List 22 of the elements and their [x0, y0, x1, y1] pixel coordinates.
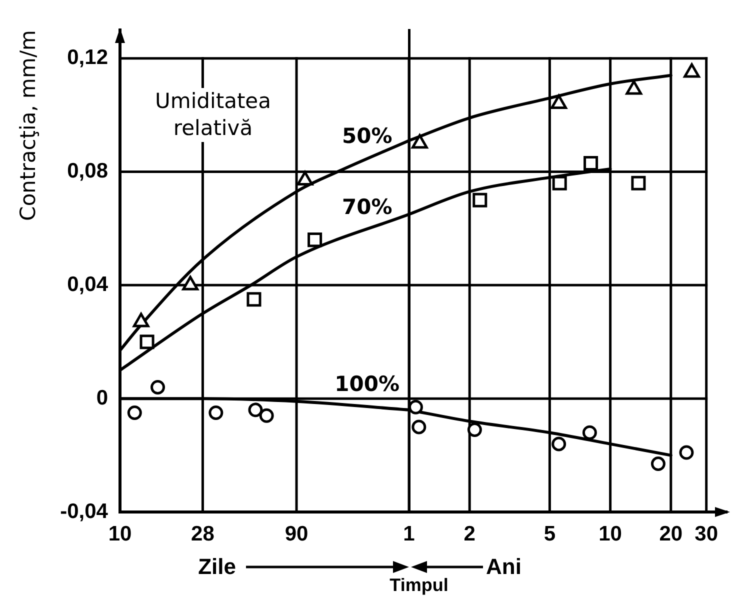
x-tick-label: 90: [284, 522, 308, 546]
series-label: 50%: [342, 124, 392, 148]
series-label: 100%: [334, 372, 400, 396]
y-axis-title: Contracţia, mm/m: [16, 30, 40, 221]
x-tick-label: 5: [544, 522, 556, 546]
x-tick-label: 10: [598, 522, 622, 546]
annotation: Umiditatea relativă: [153, 88, 273, 142]
y-tick-label: 0,04: [67, 272, 108, 296]
y-tick-label: 0,08: [67, 160, 108, 183]
series-label: 70%: [342, 195, 392, 220]
x-tick-label: 1: [403, 522, 416, 546]
text: Zile: [198, 554, 236, 579]
text: Ani: [486, 554, 522, 579]
x-tick-label: 20: [659, 522, 683, 546]
x-tick-label: 30: [694, 522, 718, 546]
x-tick-label: 2: [464, 522, 476, 546]
y-tick-label: 0: [96, 386, 108, 410]
x-axis-title: Timpul: [390, 574, 448, 596]
x-tick-label: 10: [108, 522, 132, 546]
x-tick-label: 28: [191, 522, 215, 546]
y-tick-label: 0,12: [67, 46, 108, 70]
y-tick-label: -0,04: [60, 500, 108, 523]
